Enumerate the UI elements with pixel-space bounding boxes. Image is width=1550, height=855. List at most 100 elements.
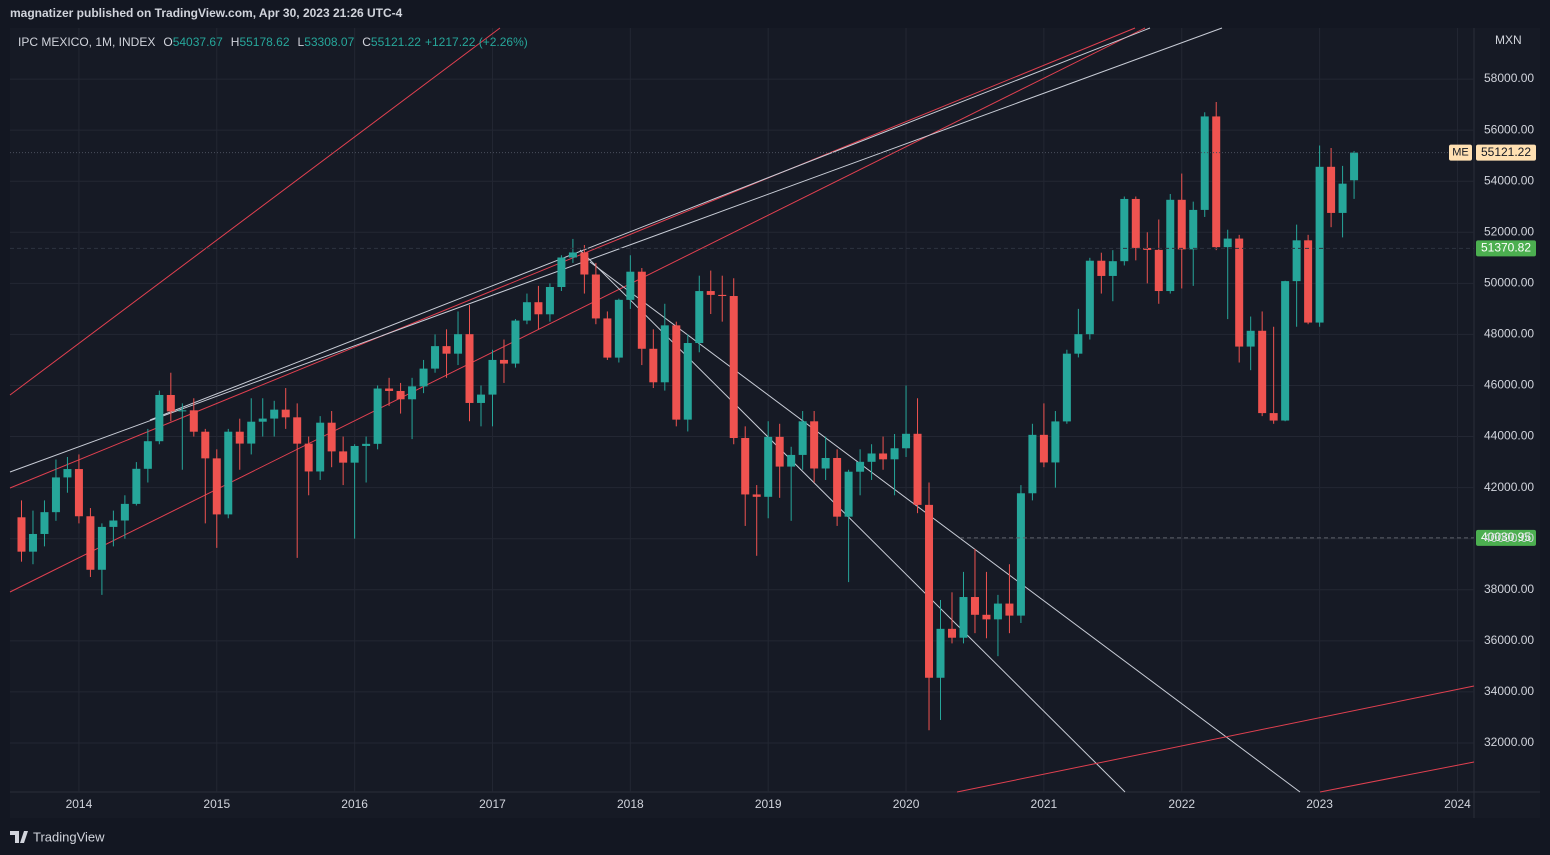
candle-body xyxy=(40,512,49,534)
candle-body xyxy=(1281,281,1290,421)
candle-body xyxy=(683,343,692,420)
candle-body xyxy=(603,318,612,358)
candle-body xyxy=(959,597,968,638)
candle-body xyxy=(810,421,819,469)
candle-body xyxy=(672,325,681,420)
candle-body xyxy=(1350,152,1359,181)
candle-body xyxy=(1327,166,1336,213)
publish-info: magnatizer published on TradingView.com,… xyxy=(10,6,403,20)
candle-body xyxy=(1258,330,1267,414)
candle-body xyxy=(706,291,715,295)
y-tick-label: 44000.00 xyxy=(1484,429,1534,443)
currency-label: MXN xyxy=(1495,33,1522,47)
trend-line xyxy=(149,27,1151,421)
price-label-box xyxy=(1476,529,1536,546)
candle-body xyxy=(499,359,508,364)
candle-body xyxy=(1154,249,1163,292)
candle-body xyxy=(408,386,417,400)
trend-line xyxy=(1319,761,1475,793)
candle-body xyxy=(339,451,348,463)
candle-body xyxy=(775,436,784,467)
candle-body xyxy=(695,291,704,344)
candle-body xyxy=(1097,260,1106,276)
trend-line xyxy=(9,27,1223,473)
y-tick-label: 54000.00 xyxy=(1484,173,1534,187)
price-label: 40030.95 xyxy=(1481,530,1531,544)
candle-body xyxy=(718,294,727,297)
price-label: 51370.82 xyxy=(1481,241,1531,255)
brand: TradingView xyxy=(10,829,105,844)
legend: IPC MEXICO, 1M, INDEX O54037.67 H55178.62 L… xyxy=(18,35,536,49)
candle-body xyxy=(1074,334,1083,354)
candle-body xyxy=(465,334,474,403)
candle-body xyxy=(350,445,359,463)
candle-body xyxy=(798,421,807,455)
candle-body xyxy=(132,468,141,504)
trend-line xyxy=(956,685,1475,793)
candle-body xyxy=(879,453,888,460)
candle-body xyxy=(1212,116,1221,248)
brand-logo xyxy=(10,831,28,843)
candle-body xyxy=(1292,240,1301,282)
candle-body xyxy=(316,422,325,472)
candle-body xyxy=(385,388,394,391)
y-tick-label: 50000.00 xyxy=(1484,276,1534,290)
candle-body xyxy=(1039,434,1048,463)
candle-body xyxy=(258,418,267,422)
brand-name: TradingView xyxy=(33,829,105,844)
candle-body xyxy=(1200,116,1209,210)
candle-body xyxy=(844,471,853,517)
candle-body xyxy=(431,346,440,369)
candle-body xyxy=(327,422,336,452)
candle-body xyxy=(890,448,899,460)
y-tick-label: 36000.00 xyxy=(1484,633,1534,647)
candle-body xyxy=(396,390,405,400)
candle-body xyxy=(1177,199,1186,250)
y-tick-label: 56000.00 xyxy=(1484,122,1534,136)
ohlc-value: 55121.22 xyxy=(370,35,421,49)
ohlc-key: H xyxy=(230,35,240,49)
candle-body xyxy=(511,320,520,364)
x-tick-label: 2021 xyxy=(1031,797,1058,811)
candle-body xyxy=(454,334,463,354)
candle-body xyxy=(557,257,566,287)
candle-body xyxy=(235,431,244,444)
candle-body xyxy=(1120,198,1129,262)
candle-body xyxy=(1304,240,1313,323)
y-tick-label: 48000.00 xyxy=(1484,327,1534,341)
trend-line xyxy=(579,249,1126,793)
trend-line xyxy=(589,261,1301,793)
ohlc-key: L xyxy=(297,35,305,49)
candle-body xyxy=(373,388,382,444)
x-tick-label: 2017 xyxy=(479,797,506,811)
candle-body xyxy=(212,458,221,515)
x-tick-label: 2018 xyxy=(617,797,644,811)
candle-body xyxy=(1051,421,1060,463)
candle-body xyxy=(1016,493,1025,616)
candle-body xyxy=(166,394,175,412)
candle-body xyxy=(1269,413,1278,421)
candle-body xyxy=(189,410,198,432)
y-tick-label: 32000.00 xyxy=(1484,735,1534,749)
y-tick-label: 40000.00 xyxy=(1484,531,1534,545)
candle-body xyxy=(109,520,118,527)
candle-body xyxy=(28,533,37,552)
candle-body xyxy=(293,417,302,444)
candle-body xyxy=(51,477,60,513)
candle-body xyxy=(1085,260,1094,335)
candle-body xyxy=(522,302,531,321)
x-tick-label: 2024 xyxy=(1444,797,1471,811)
last-price-tag: ME xyxy=(1452,146,1469,158)
candle-body xyxy=(1246,330,1255,347)
candle-body xyxy=(970,597,979,615)
candle-body xyxy=(304,443,313,472)
ohlc-value: 54037.67 xyxy=(172,35,223,49)
candle-body xyxy=(120,503,129,521)
candles xyxy=(17,102,1359,731)
candle-body xyxy=(224,431,233,515)
candle-body xyxy=(729,296,738,439)
candle-body xyxy=(534,302,543,315)
candle-body xyxy=(155,394,164,442)
candle-body xyxy=(741,438,750,495)
